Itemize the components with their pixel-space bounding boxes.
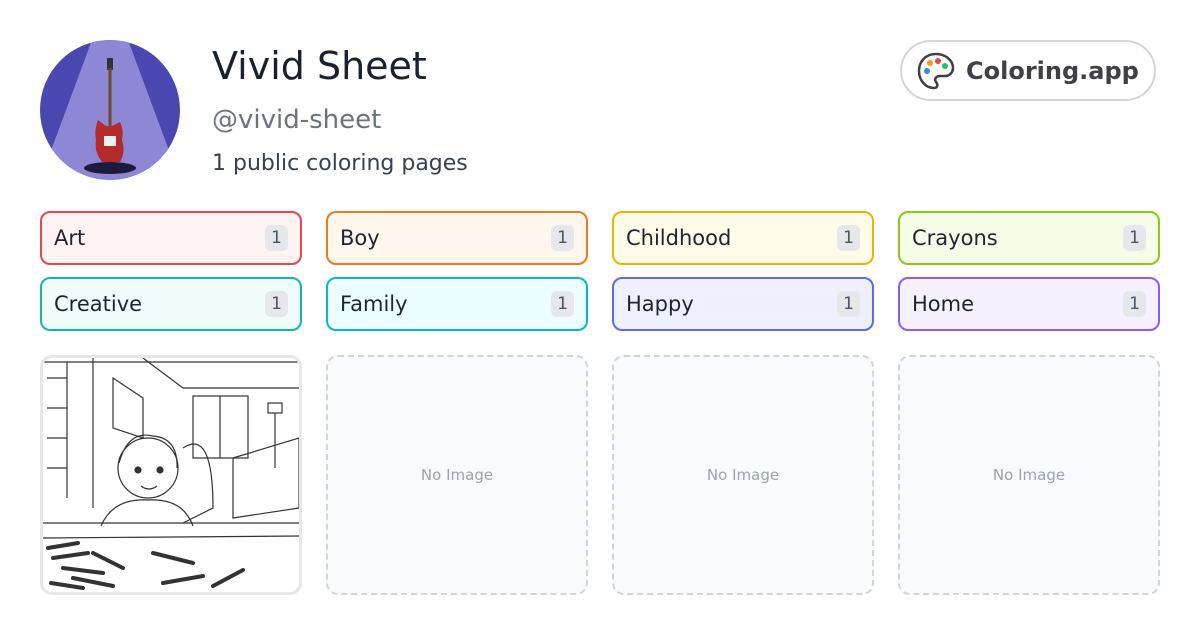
profile-name: Vivid Sheet (212, 44, 427, 88)
tag[interactable]: Happy 1 (612, 277, 874, 331)
tag-count: 1 (1123, 291, 1146, 317)
palette-icon (917, 52, 955, 89)
tag-label: Home (912, 292, 975, 316)
tag-count: 1 (837, 225, 860, 251)
coloring-page-thumbnail[interactable] (40, 355, 302, 595)
image-placeholder[interactable]: No Image (612, 355, 874, 595)
tag[interactable]: Crayons 1 (898, 211, 1160, 265)
tag[interactable]: Home 1 (898, 277, 1160, 331)
profile-handle: @vivid-sheet (212, 105, 382, 135)
tag-label: Family (340, 292, 408, 316)
tag-count: 1 (551, 225, 574, 251)
tag-label: Art (54, 226, 86, 250)
tag-count: 1 (1123, 225, 1146, 251)
tag[interactable]: Creative 1 (40, 277, 302, 331)
tag-count: 1 (265, 291, 288, 317)
image-placeholder[interactable]: No Image (898, 355, 1160, 595)
tag-count: 1 (837, 291, 860, 317)
tag-label: Childhood (626, 226, 732, 250)
tag[interactable]: Boy 1 (326, 211, 588, 265)
tag[interactable]: Art 1 (40, 211, 302, 265)
badge-label: Coloring.app (966, 56, 1139, 85)
tag[interactable]: Family 1 (326, 277, 588, 331)
profile-summary: 1 public coloring pages (212, 151, 468, 176)
thumbnail-sketch (43, 358, 299, 590)
tag-label: Boy (340, 226, 380, 250)
tag-label: Creative (54, 292, 143, 316)
image-placeholder[interactable]: No Image (326, 355, 588, 595)
tag-label: Happy (626, 292, 694, 316)
tag-count: 1 (551, 291, 574, 317)
tag-count: 1 (265, 225, 288, 251)
avatar (40, 40, 180, 180)
tag[interactable]: Childhood 1 (612, 211, 874, 265)
tag-label: Crayons (912, 226, 998, 250)
site-badge[interactable]: Coloring.app (900, 40, 1156, 101)
